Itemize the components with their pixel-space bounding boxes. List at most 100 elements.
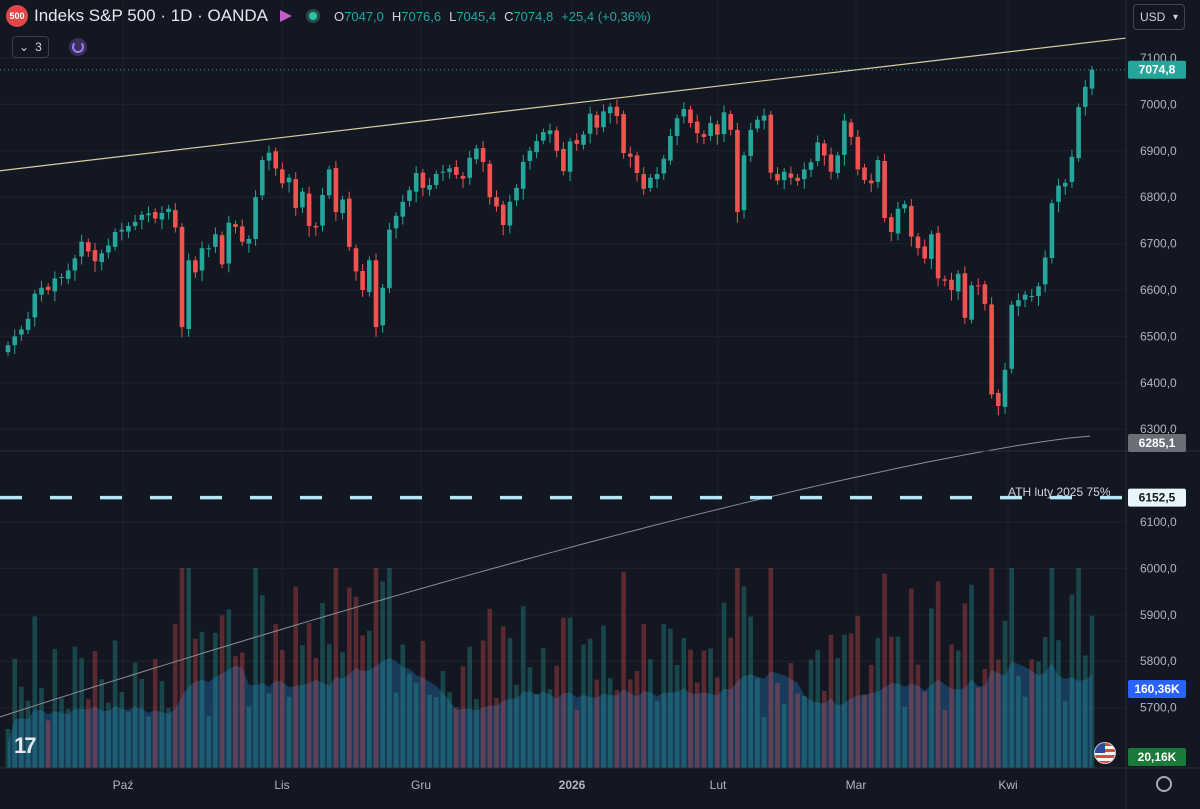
candle [219, 235, 225, 265]
candle [882, 161, 887, 219]
candle [159, 213, 165, 220]
candle [875, 160, 881, 182]
volume-bar [72, 646, 78, 768]
candle [119, 229, 125, 232]
candle [855, 136, 861, 170]
candle [634, 155, 640, 173]
candle [59, 277, 64, 278]
volume-bar [875, 638, 881, 768]
candle [969, 285, 974, 320]
candle [266, 152, 272, 161]
volume-bar [1062, 701, 1068, 768]
ohlc-legend: O7047,0 H7076,6 L7045,4 C7074,8 +25,4 (+… [334, 8, 651, 24]
y-tick-label: 6400,0 [1140, 376, 1177, 390]
volume-bar [266, 693, 272, 768]
y-tick-label: 6500,0 [1140, 329, 1177, 343]
volume-bar [112, 640, 118, 768]
indicator-row: ⌄ 3 [12, 36, 87, 58]
candle [822, 143, 827, 156]
volume-bar [520, 606, 526, 768]
candle [213, 234, 218, 247]
volume-bar [969, 584, 974, 768]
market-status-icon[interactable] [306, 9, 321, 23]
chevron-down-icon: ⌄ [19, 40, 30, 54]
volume-bar [527, 667, 533, 768]
candle [39, 287, 44, 295]
candle [99, 253, 104, 263]
ath-annotation[interactable]: ATH luty 2025 75% [1008, 485, 1111, 499]
currency-select[interactable]: USD ▾ [1133, 4, 1185, 30]
candle [567, 141, 573, 172]
volume-bar [132, 662, 138, 768]
volume-bar [159, 681, 165, 768]
volume-bar [367, 630, 372, 768]
candle [868, 180, 874, 184]
volume-bar [581, 644, 586, 768]
candle [788, 173, 794, 178]
ath-price-label: 6152,5 [1139, 491, 1176, 505]
flag-icon[interactable] [280, 9, 293, 23]
candle [587, 113, 593, 134]
candle [12, 336, 17, 346]
volume-bar [889, 636, 894, 768]
candle [447, 168, 452, 173]
candle [260, 160, 265, 196]
candle [433, 174, 439, 186]
candle [427, 185, 432, 190]
candle [45, 286, 51, 290]
candle [808, 162, 814, 170]
volume-bar [768, 568, 774, 768]
candle [112, 232, 118, 247]
candle [474, 148, 479, 160]
tradingview-logo[interactable]: 17 [14, 733, 37, 758]
candle [393, 215, 399, 229]
candle [507, 201, 513, 226]
volume-bar [554, 665, 559, 768]
candle [313, 226, 319, 228]
sync-icon[interactable] [68, 38, 87, 56]
gear-icon[interactable] [1156, 776, 1172, 792]
volume-bar [260, 595, 265, 768]
candle [748, 129, 753, 156]
volume-bar [173, 623, 178, 768]
indicators-toggle-button[interactable]: ⌄ 3 [12, 36, 49, 58]
candle [500, 204, 506, 225]
candle [701, 134, 707, 137]
volume-bar [1056, 640, 1061, 768]
candle [273, 151, 278, 169]
candle [387, 229, 392, 289]
volume-bar [1022, 696, 1028, 768]
volume-bar [1069, 594, 1075, 768]
candle [681, 109, 687, 117]
us-flag-icon[interactable] [1094, 742, 1116, 764]
volume-bar [487, 608, 493, 768]
candle [454, 167, 459, 175]
candle [440, 171, 446, 173]
candle [527, 150, 533, 161]
volume-bar [795, 693, 800, 768]
candle [989, 304, 994, 395]
volume-bar [333, 568, 339, 768]
volume-bar [106, 702, 111, 768]
volume-bar [835, 658, 840, 768]
volume-ma-label-bg [1128, 680, 1186, 698]
candle [19, 329, 24, 335]
ath-price-label-bg [1128, 488, 1186, 507]
volume-bar [902, 706, 907, 768]
candle [768, 114, 774, 173]
volume-bar [674, 665, 680, 768]
x-tick-label: 2026 [559, 778, 586, 792]
candle [735, 129, 740, 212]
symbol-badge[interactable]: 500 [6, 5, 28, 27]
volume-bar [694, 682, 700, 768]
candle [320, 194, 325, 226]
candle [574, 140, 580, 144]
candle [708, 123, 713, 136]
symbol-title[interactable]: Indeks S&P 500 · 1D · OANDA [34, 6, 269, 25]
candle [487, 163, 493, 198]
volume-bar [1016, 675, 1021, 768]
volume-bar [1002, 620, 1008, 768]
candle [86, 242, 91, 252]
volume-bar [561, 617, 566, 768]
